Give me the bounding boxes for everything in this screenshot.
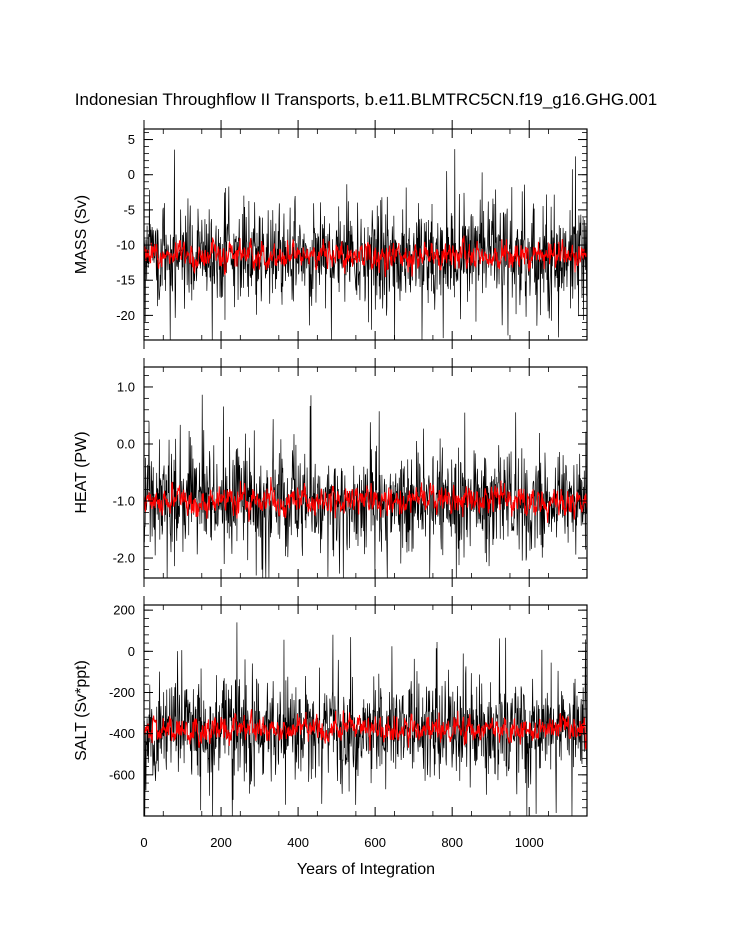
y-tick-label: -2.0 <box>113 551 135 566</box>
x-axis-title: Years of Integration <box>297 861 435 878</box>
y-tick-label: -5 <box>123 202 135 217</box>
y-tick-label: -600 <box>109 767 135 782</box>
panel-1: 5 0 -5 -10 -15 -20 MASS (Sv) <box>73 120 588 341</box>
y-tick-label: 5 <box>128 132 135 147</box>
x-tick-label: 600 <box>364 835 386 850</box>
panel-frame <box>143 604 588 817</box>
panels-layer: 5 0 -5 -10 -15 -20 MASS (Sv) 1.0 0.0 -1.0 -2.0 HEAT… <box>73 120 588 850</box>
y-tick-label: 1.0 <box>117 379 135 394</box>
panel-2: 1.0 0.0 -1.0 -2.0 HEAT (PW) <box>73 340 588 579</box>
chart-title: Indonesian Throughflow II Transports, b.… <box>75 90 657 109</box>
series-raw-line <box>144 622 587 816</box>
y-axis-title: MASS (Sv) <box>73 195 90 274</box>
y-tick-label: -1.0 <box>113 494 135 509</box>
x-tick-label: 200 <box>210 835 232 850</box>
y-tick-label: 200 <box>113 603 135 618</box>
y-tick-label: -10 <box>116 238 135 253</box>
y-tick-label: -200 <box>109 685 135 700</box>
series-smoothed-line <box>144 709 587 751</box>
y-tick-label: -15 <box>116 273 135 288</box>
panel-frame <box>143 366 588 579</box>
y-axis-title: HEAT (PW) <box>73 431 90 513</box>
y-tick-label: -400 <box>109 726 135 741</box>
y-axis-title: SALT (Sv*ppt) <box>73 660 90 761</box>
x-tick-label: 800 <box>441 835 463 850</box>
panel-3: 200 0 -200 -400 -600 SALT (Sv*ppt) <box>73 578 588 817</box>
y-tick-label: 0 <box>128 644 135 659</box>
x-tick-label: 1000 <box>515 835 544 850</box>
x-tick-label: 400 <box>287 835 309 850</box>
y-tick-label: -20 <box>116 308 135 323</box>
x-tick-label: 0 <box>140 835 147 850</box>
y-tick-label: 0 <box>128 167 135 182</box>
y-tick-label: 0.0 <box>117 436 135 451</box>
series-smoothed-line <box>144 476 587 523</box>
panel-frame <box>143 128 588 341</box>
series-smoothed-line <box>144 235 587 278</box>
series-raw-line <box>144 394 587 578</box>
